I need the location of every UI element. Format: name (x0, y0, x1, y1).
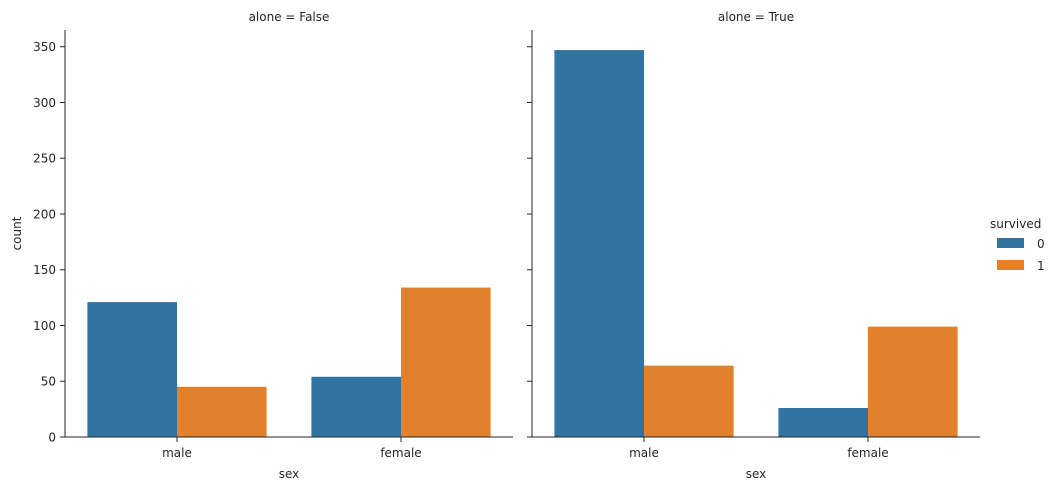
y-tick-label: 250 (33, 152, 56, 166)
y-tick-label: 300 (33, 96, 56, 110)
y-tick-label: 150 (33, 263, 56, 277)
x-tick-label: male (162, 446, 192, 460)
y-tick-label: 350 (33, 40, 56, 54)
y-tick-label: 100 (33, 319, 56, 333)
legend-label: 1 (1037, 259, 1045, 273)
facet-title: alone = True (718, 10, 794, 24)
facet-title: alone = False (249, 10, 330, 24)
bar-0-1-female (401, 287, 491, 437)
legend-swatch-0 (997, 238, 1024, 248)
bar-1-0-male (554, 50, 644, 437)
x-tick-label: male (629, 446, 659, 460)
y-tick-label: 0 (48, 431, 56, 445)
bar-1-0-female (778, 408, 868, 437)
legend-title: survived (990, 217, 1041, 231)
bar-1-1-female (868, 326, 958, 437)
y-tick-label: 50 (41, 375, 56, 389)
x-tick-label: female (380, 446, 421, 460)
bar-0-1-male (177, 386, 267, 437)
legend-label: 0 (1037, 237, 1045, 251)
bar-0-0-female (311, 376, 401, 437)
y-axis-label: count (10, 216, 24, 250)
x-axis-label: sex (279, 467, 300, 481)
x-tick-label: female (847, 446, 888, 460)
bar-1-1-male (644, 365, 734, 437)
x-axis-label: sex (746, 467, 767, 481)
legend-swatch-1 (997, 260, 1024, 270)
bar-0-0-male (87, 302, 177, 437)
y-tick-label: 200 (33, 207, 56, 221)
